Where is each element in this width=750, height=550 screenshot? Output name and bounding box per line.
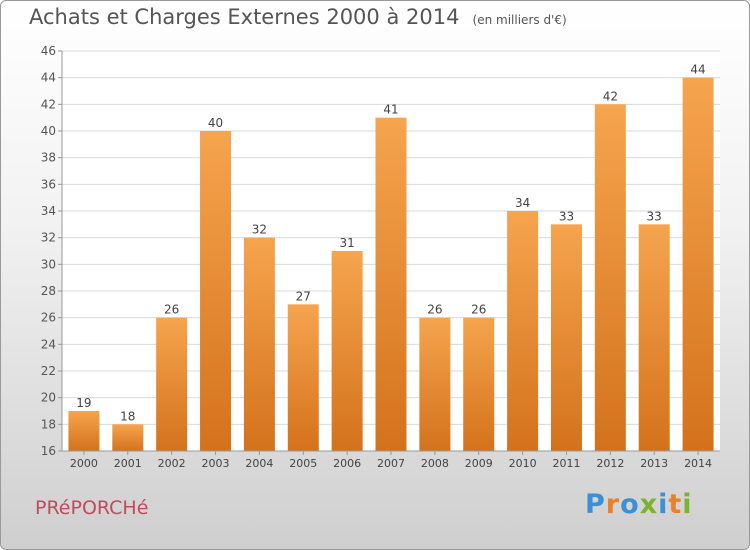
bar [682, 77, 714, 452]
x-tick-label: 2012 [596, 457, 624, 470]
x-tick-label: 2013 [640, 457, 668, 470]
data-label: 33 [647, 209, 662, 223]
commune-name: PRéPORCHé [35, 497, 149, 519]
y-tick-label: 34 [41, 204, 56, 218]
x-tick-label: 2011 [552, 457, 580, 470]
data-label: 44 [690, 63, 705, 77]
data-label: 26 [164, 303, 179, 317]
x-tick-label: 2007 [377, 457, 405, 470]
x-tick-label: 2003 [202, 457, 230, 470]
y-tick-label: 46 [41, 44, 56, 58]
logo-letter: r [605, 489, 621, 520]
proxiti-logo: Proxiti [585, 489, 693, 520]
y-tick-label: 44 [41, 71, 56, 85]
logo-letter: i [658, 489, 669, 520]
y-tick-label: 30 [41, 257, 56, 271]
y-tick-label: 40 [41, 124, 56, 138]
data-label: 42 [603, 89, 618, 103]
logo-letter: o [620, 489, 640, 520]
title-text: Achats et Charges Externes 2000 à 2014 [29, 5, 460, 29]
y-tick-label: 26 [41, 311, 56, 325]
data-label: 26 [427, 303, 442, 317]
data-label: 19 [76, 396, 91, 410]
bar [287, 304, 319, 451]
y-tick-label: 38 [41, 151, 56, 165]
bar [594, 104, 626, 451]
bar [200, 131, 232, 451]
x-tick-label: 2002 [158, 457, 186, 470]
data-label: 32 [252, 223, 267, 237]
bar [156, 317, 188, 451]
y-tick-label: 28 [41, 284, 56, 298]
x-tick-label: 2006 [333, 457, 361, 470]
data-label: 26 [471, 303, 486, 317]
logo-letter: x [639, 489, 659, 520]
data-label: 18 [120, 409, 135, 423]
y-tick-label: 36 [41, 177, 56, 191]
chart-title: Achats et Charges Externes 2000 à 2014 (… [29, 5, 567, 29]
data-label: 31 [339, 236, 354, 250]
x-tick-label: 2005 [289, 457, 317, 470]
data-label: 34 [515, 196, 530, 210]
data-label: 27 [296, 289, 311, 303]
bar [68, 411, 100, 451]
x-tick-label: 2009 [465, 457, 493, 470]
y-tick-label: 20 [41, 391, 56, 405]
y-tick-label: 16 [41, 444, 56, 458]
x-tick-label: 2014 [684, 457, 712, 470]
data-label: 40 [208, 116, 223, 130]
bar [419, 317, 451, 451]
logo-letter: i [682, 489, 693, 520]
x-tick-label: 2004 [245, 457, 273, 470]
logo-letter: t [668, 489, 683, 520]
data-label: 41 [383, 103, 398, 117]
y-tick-label: 22 [41, 364, 56, 378]
bar [112, 424, 144, 451]
y-tick-label: 18 [41, 417, 56, 431]
bar [507, 211, 539, 451]
y-tick-label: 24 [41, 337, 56, 351]
logo-letter: P [585, 489, 606, 520]
bar [331, 251, 363, 451]
bar [550, 224, 582, 451]
unit-text: (en milliers d'€) [472, 13, 567, 27]
data-label: 33 [559, 209, 574, 223]
x-tick-label: 2001 [114, 457, 142, 470]
x-tick-label: 2000 [70, 457, 98, 470]
y-tick-label: 32 [41, 231, 56, 245]
x-tick-label: 2008 [421, 457, 449, 470]
bar [638, 224, 670, 451]
x-tick-label: 2010 [509, 457, 537, 470]
bar [463, 317, 495, 451]
bar [375, 117, 407, 452]
y-tick-label: 42 [41, 97, 56, 111]
bar [243, 237, 275, 451]
